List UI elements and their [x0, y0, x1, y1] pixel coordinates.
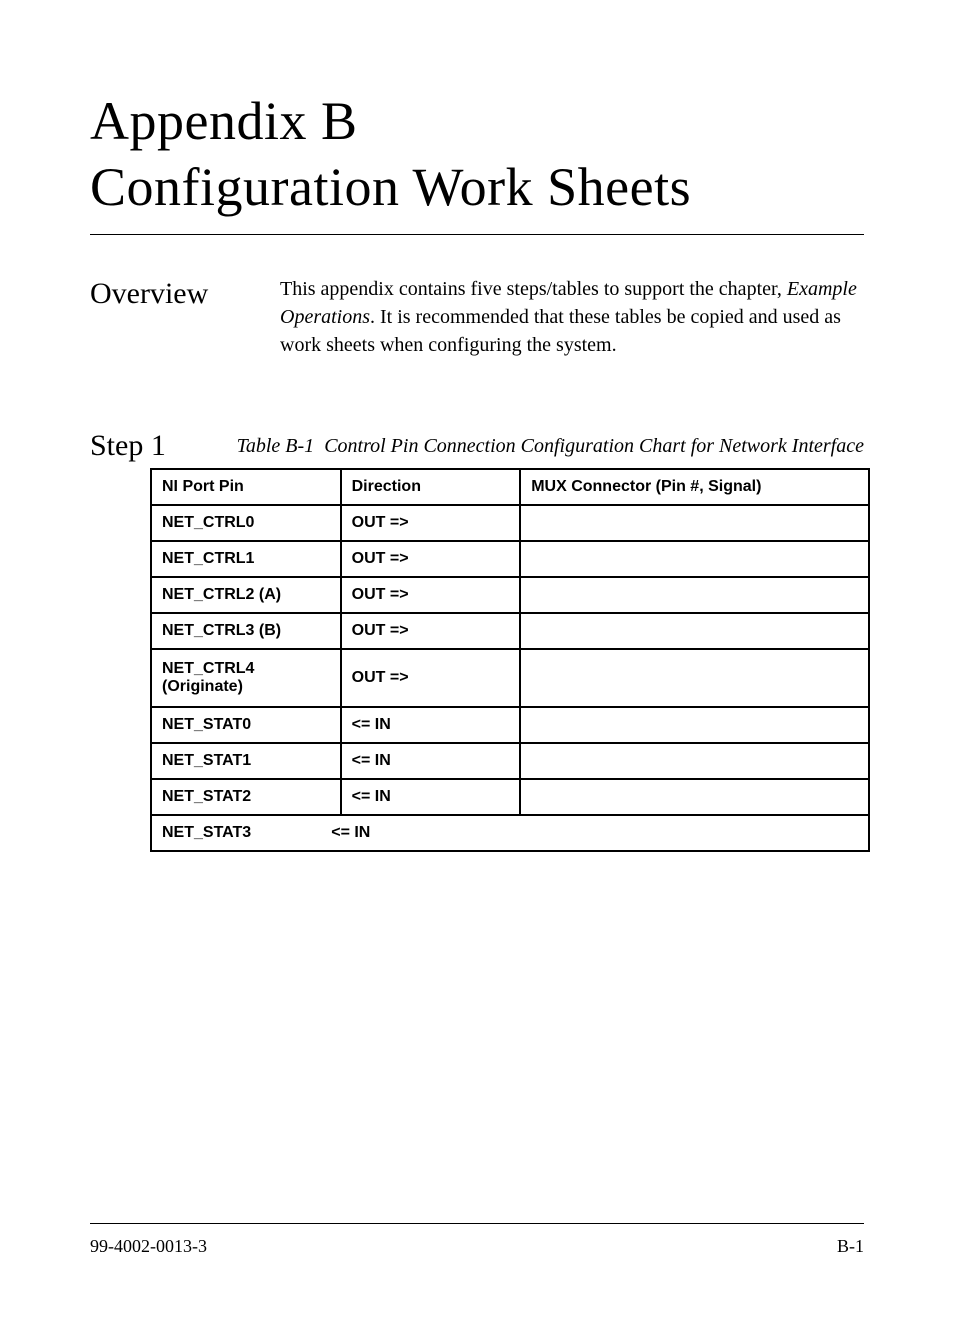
title-section: Appendix B Configuration Work Sheets	[90, 90, 864, 235]
cell-pin: NET_STAT3	[162, 824, 251, 841]
table-row: NET_CTRL1 OUT =>	[151, 541, 869, 577]
step-heading-row: Step 1 Table B-1 Control Pin Connection …	[90, 429, 864, 468]
cell-mux	[520, 577, 869, 613]
cell-dir: <= IN	[341, 707, 521, 743]
appendix-label: Appendix B	[90, 90, 864, 152]
step-label: Step 1	[90, 429, 166, 463]
cell-dir: OUT =>	[341, 577, 521, 613]
cell-dir: <= IN	[341, 743, 521, 779]
page-number: B-1	[837, 1236, 864, 1257]
table-header-row: NI Port Pin Direction MUX Connector (Pin…	[151, 469, 869, 505]
content-area: Overview This appendix contains five ste…	[90, 275, 864, 429]
doc-number: 99-4002-0013-3	[90, 1236, 207, 1257]
page-footer: 99-4002-0013-3 B-1	[90, 1223, 864, 1257]
cell-mux	[520, 613, 869, 649]
right-column: This appendix contains five steps/tables…	[280, 275, 864, 429]
table-row: NET_STAT3 <= IN	[151, 815, 869, 851]
table-row: NET_STAT0 <= IN	[151, 707, 869, 743]
paragraph-before: This appendix contains five steps/tables…	[280, 278, 787, 300]
header-col-1: NI Port Pin	[151, 469, 341, 505]
cell-pin: NET_STAT0	[151, 707, 341, 743]
table-row: NET_CTRL4 (Originate) OUT =>	[151, 649, 869, 707]
cell-dir: <= IN	[341, 779, 521, 815]
cell-dir: OUT =>	[341, 649, 521, 707]
cell-dir: OUT =>	[341, 505, 521, 541]
table-row: NET_CTRL0 OUT =>	[151, 505, 869, 541]
cell-dir: OUT =>	[341, 613, 521, 649]
header-col-3: MUX Connector (Pin #, Signal)	[520, 469, 869, 505]
cell-mux	[520, 779, 869, 815]
table-row: NET_STAT2 <= IN	[151, 779, 869, 815]
header-col-2: Direction	[341, 469, 521, 505]
cell-mux	[520, 743, 869, 779]
cell-dir: <= IN	[331, 824, 370, 841]
table-row: NET_CTRL3 (B) OUT =>	[151, 613, 869, 649]
cell-pin: NET_CTRL3 (B)	[151, 613, 341, 649]
cell-dir: OUT =>	[341, 541, 521, 577]
left-column: Overview	[90, 275, 280, 429]
cell-pin: NET_CTRL1	[151, 541, 341, 577]
cell-mux	[520, 649, 869, 707]
table-row: NET_STAT1 <= IN	[151, 743, 869, 779]
cell-pin: NET_CTRL2 (A)	[151, 577, 341, 613]
configuration-table: NI Port Pin Direction MUX Connector (Pin…	[150, 468, 870, 852]
cell-mux	[520, 505, 869, 541]
cell-mux	[520, 707, 869, 743]
table-caption-block: Table B-1 Control Pin Connection Configu…	[237, 429, 864, 468]
table-caption: Table B-1 Control Pin Connection Configu…	[237, 435, 864, 458]
overview-heading: Overview	[90, 277, 280, 311]
appendix-title: Configuration Work Sheets	[90, 156, 864, 218]
cell-pin: NET_CTRL0	[151, 505, 341, 541]
overview-paragraph: This appendix contains five steps/tables…	[280, 275, 864, 359]
caption-text: Control Pin Connection Configuration Cha…	[324, 435, 864, 457]
cell-spanned: NET_STAT3 <= IN	[151, 815, 869, 851]
table-prefix: Table B-1	[237, 435, 315, 457]
cell-pin: NET_STAT1	[151, 743, 341, 779]
cell-pin: NET_CTRL4 (Originate)	[151, 649, 341, 707]
cell-pin: NET_STAT2	[151, 779, 341, 815]
cell-mux	[520, 541, 869, 577]
table-row: NET_CTRL2 (A) OUT =>	[151, 577, 869, 613]
